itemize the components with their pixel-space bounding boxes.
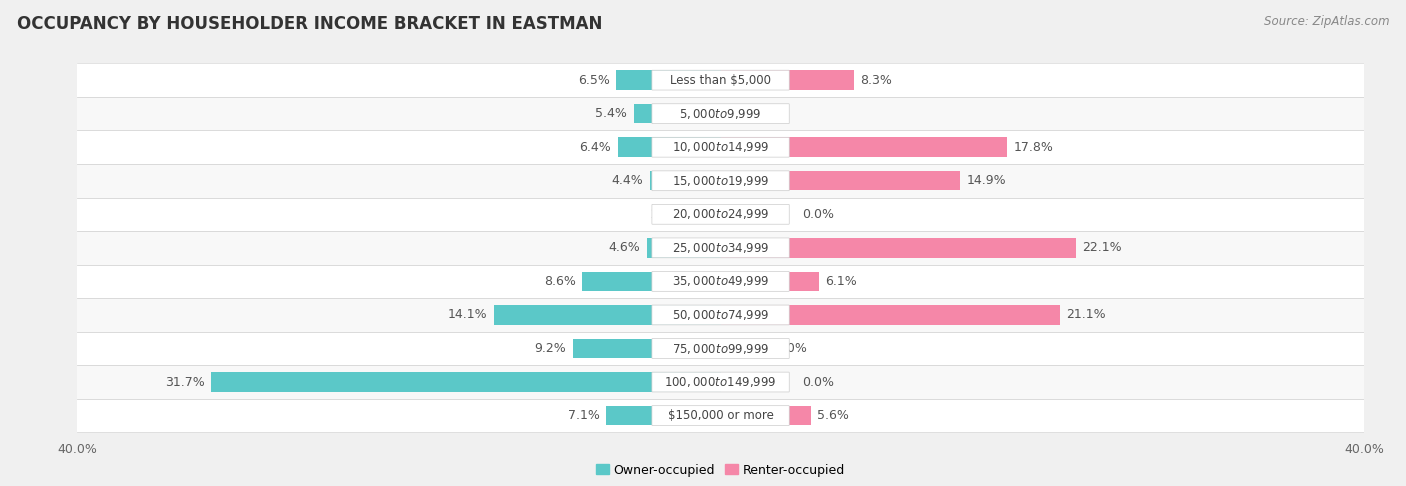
Bar (211, 372, 721, 392)
Text: $150,000 or more: $150,000 or more (668, 409, 773, 422)
FancyBboxPatch shape (652, 104, 789, 123)
Text: 8.6%: 8.6% (544, 275, 576, 288)
Text: 6.1%: 6.1% (825, 275, 856, 288)
Bar (77, 197, 1364, 231)
FancyBboxPatch shape (652, 305, 789, 325)
Text: 21.1%: 21.1% (1066, 309, 1107, 321)
Text: $5,000 to $9,999: $5,000 to $9,999 (679, 106, 762, 121)
FancyBboxPatch shape (652, 205, 789, 224)
Text: 22.1%: 22.1% (1083, 242, 1122, 254)
Text: 3.0%: 3.0% (775, 342, 807, 355)
Text: 5.4%: 5.4% (595, 107, 627, 120)
Bar (721, 104, 738, 123)
Bar (721, 272, 818, 291)
Text: 7.1%: 7.1% (568, 409, 600, 422)
Bar (721, 171, 960, 191)
Text: 31.7%: 31.7% (165, 376, 204, 388)
Text: 14.9%: 14.9% (966, 174, 1007, 187)
Bar (689, 205, 721, 224)
Text: $100,000 to $149,999: $100,000 to $149,999 (665, 375, 776, 389)
Bar (721, 70, 853, 90)
Text: 4.4%: 4.4% (612, 174, 644, 187)
Text: 0.0%: 0.0% (801, 208, 834, 221)
Text: OCCUPANCY BY HOUSEHOLDER INCOME BRACKET IN EASTMAN: OCCUPANCY BY HOUSEHOLDER INCOME BRACKET … (17, 15, 602, 33)
Bar (634, 104, 721, 123)
Text: $25,000 to $34,999: $25,000 to $34,999 (672, 241, 769, 255)
Bar (77, 365, 1364, 399)
Text: 1.1%: 1.1% (745, 107, 776, 120)
FancyBboxPatch shape (652, 70, 789, 90)
Bar (77, 298, 1364, 332)
Bar (721, 138, 1007, 157)
Text: Source: ZipAtlas.com: Source: ZipAtlas.com (1264, 15, 1389, 28)
Bar (617, 138, 721, 157)
Bar (494, 305, 721, 325)
Text: Less than $5,000: Less than $5,000 (671, 73, 770, 87)
FancyBboxPatch shape (652, 238, 789, 258)
Text: 6.4%: 6.4% (579, 141, 612, 154)
Bar (77, 97, 1364, 130)
Text: 6.5%: 6.5% (578, 73, 610, 87)
Bar (77, 63, 1364, 97)
Bar (721, 339, 769, 358)
Legend: Owner-occupied, Renter-occupied: Owner-occupied, Renter-occupied (596, 464, 845, 477)
Bar (77, 265, 1364, 298)
Text: $10,000 to $14,999: $10,000 to $14,999 (672, 140, 769, 154)
Bar (721, 238, 1076, 258)
Text: 8.3%: 8.3% (860, 73, 893, 87)
FancyBboxPatch shape (652, 171, 789, 191)
Bar (721, 305, 1060, 325)
Bar (582, 272, 721, 291)
Text: $50,000 to $74,999: $50,000 to $74,999 (672, 308, 769, 322)
Bar (647, 238, 721, 258)
Bar (572, 339, 721, 358)
Text: 5.6%: 5.6% (817, 409, 849, 422)
Text: $75,000 to $99,999: $75,000 to $99,999 (672, 342, 769, 355)
Text: 17.8%: 17.8% (1014, 141, 1053, 154)
Bar (77, 399, 1364, 433)
Bar (616, 70, 721, 90)
Bar (77, 164, 1364, 197)
Text: 2.0%: 2.0% (650, 208, 682, 221)
Bar (721, 406, 811, 425)
Text: $20,000 to $24,999: $20,000 to $24,999 (672, 208, 769, 221)
Text: 0.0%: 0.0% (801, 376, 834, 388)
FancyBboxPatch shape (652, 339, 789, 358)
Text: 9.2%: 9.2% (534, 342, 567, 355)
FancyBboxPatch shape (652, 272, 789, 291)
Text: 14.1%: 14.1% (447, 309, 488, 321)
Bar (606, 406, 721, 425)
Bar (650, 171, 721, 191)
Bar (77, 130, 1364, 164)
Bar (77, 231, 1364, 265)
Text: 4.6%: 4.6% (609, 242, 640, 254)
Bar (77, 332, 1364, 365)
FancyBboxPatch shape (652, 372, 789, 392)
Text: $15,000 to $19,999: $15,000 to $19,999 (672, 174, 769, 188)
FancyBboxPatch shape (652, 138, 789, 157)
FancyBboxPatch shape (652, 406, 789, 426)
Text: $35,000 to $49,999: $35,000 to $49,999 (672, 275, 769, 288)
